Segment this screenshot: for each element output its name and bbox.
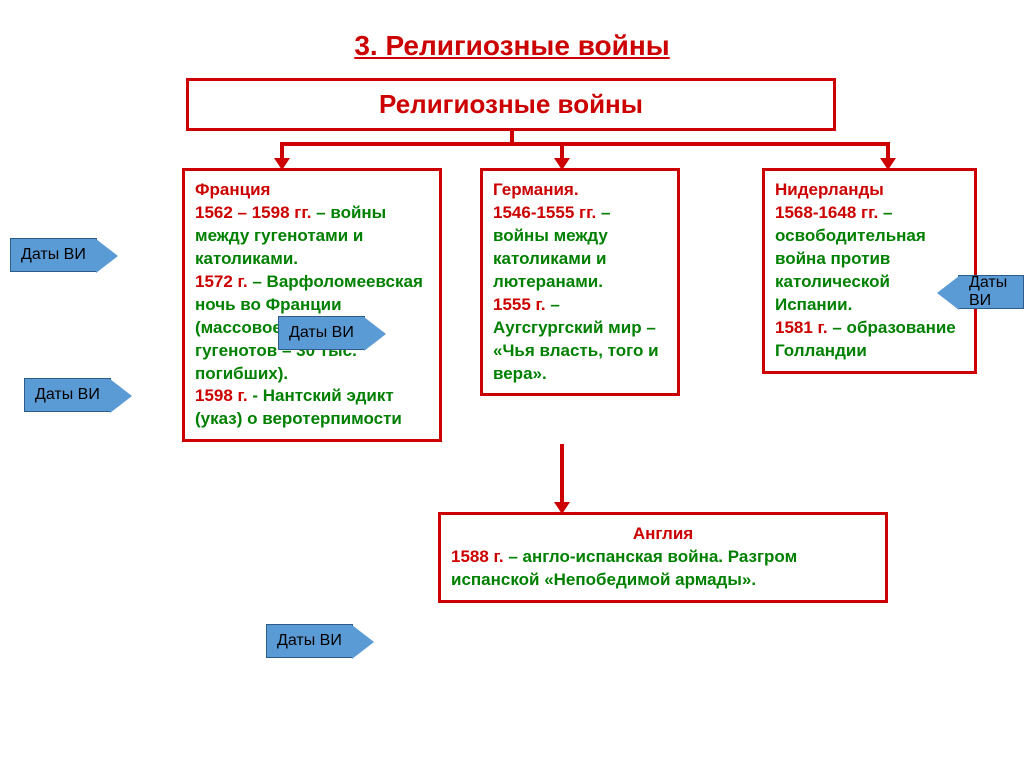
germany-d1: 1555 г. (493, 295, 546, 314)
neth-d1: 1581 г. (775, 318, 828, 337)
france-d1: 1572 г. (195, 272, 248, 291)
page-title: 3. Религиозные войны (354, 30, 669, 62)
germany-quote: «Чья власть, того и вера». (493, 341, 659, 383)
callout-4: Даты ВИ (266, 624, 353, 658)
callout-3: Даты ВИ (278, 316, 365, 350)
france-d2: 1598 г. (195, 386, 248, 405)
callout-2-label: Даты ВИ (35, 386, 100, 404)
connector-hline (280, 142, 890, 146)
main-header-box: Религиозные войны (186, 78, 836, 131)
box-france: Франция 1562 – 1598 гг. – войны между гу… (182, 168, 442, 442)
box-netherlands: Нидерланды 1568-1648 гг. – освободительн… (762, 168, 977, 374)
england-d0: 1588 г. (451, 547, 504, 566)
callout-3-label: Даты ВИ (289, 324, 354, 342)
connector-eng-v (560, 444, 564, 504)
france-heading: Франция (195, 180, 270, 199)
main-header-text: Религиозные войны (379, 89, 643, 119)
france-d0: 1562 – 1598 гг. (195, 203, 311, 222)
box-england: Англия 1588 г. – англо-испанская война. … (438, 512, 888, 603)
germany-heading: Германия. (493, 180, 579, 199)
england-t0: – англо-испанская война. Разгром испанск… (451, 547, 797, 589)
callout-1-label: Даты ВИ (21, 246, 86, 264)
connector-vline (510, 128, 514, 142)
germany-d0: 1546-1555 гг. (493, 203, 596, 222)
box-germany: Германия. 1546-1555 гг. – войны между ка… (480, 168, 680, 396)
neth-d0: 1568-1648 гг. (775, 203, 878, 222)
callout-5: Даты ВИ (958, 275, 1024, 309)
callout-5-label: Даты ВИ (969, 274, 1013, 310)
callout-2: Даты ВИ (24, 378, 111, 412)
callout-4-label: Даты ВИ (277, 632, 342, 650)
england-heading: Англия (451, 523, 875, 546)
neth-heading: Нидерланды (775, 180, 884, 199)
callout-1: Даты ВИ (10, 238, 97, 272)
